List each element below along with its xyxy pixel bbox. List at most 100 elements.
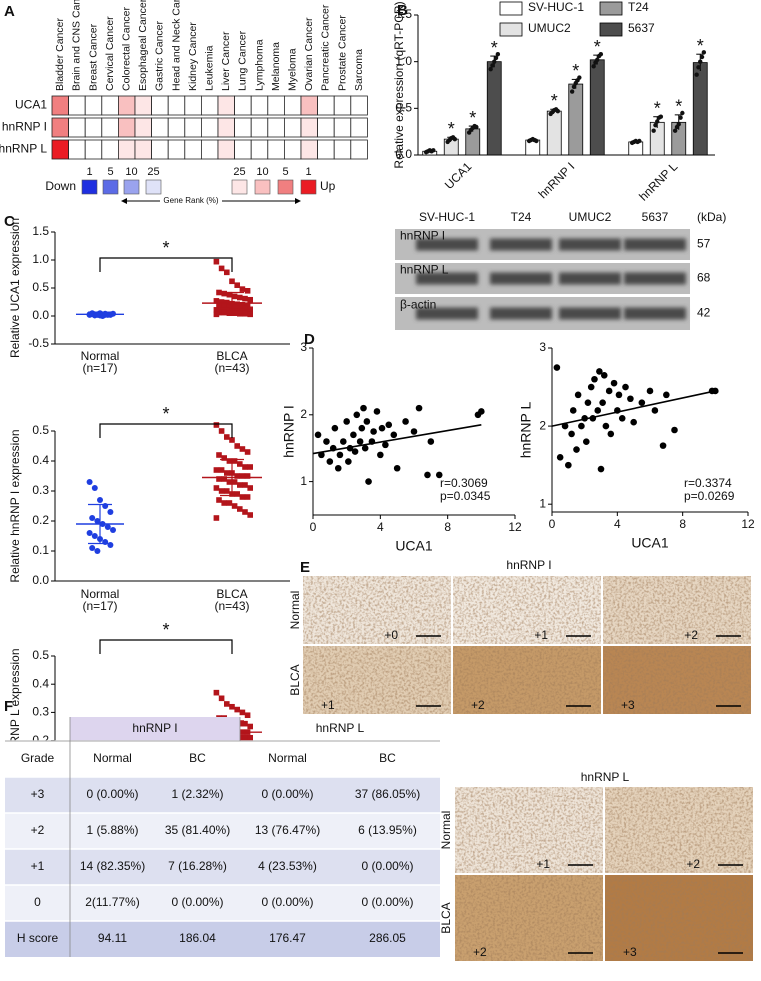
data-point — [587, 383, 595, 391]
data-point — [568, 430, 575, 438]
data-point — [94, 518, 101, 524]
significance-star: * — [162, 620, 169, 640]
fit-line — [312, 424, 482, 455]
table-cell: 94.11 — [98, 931, 127, 945]
data-point — [89, 515, 96, 521]
data-point — [224, 269, 230, 276]
column-header: Leukemia — [203, 45, 215, 91]
data-point — [247, 311, 253, 318]
data-point — [410, 428, 418, 435]
data-point — [229, 437, 235, 443]
table-cell: 37 (86.05%) — [355, 787, 420, 801]
data-point — [651, 407, 659, 414]
ihc-texture — [603, 646, 751, 714]
data-point — [239, 473, 246, 479]
data-point — [605, 387, 613, 395]
data-point — [213, 298, 220, 304]
heatmap-cell-empty — [151, 95, 169, 116]
heatmap-cell-empty — [101, 95, 119, 116]
y-tick-label: 2 — [539, 418, 546, 432]
x-tick-note: (n=17) — [82, 599, 117, 613]
table-row-bg — [5, 849, 440, 885]
data-point — [218, 265, 225, 272]
data-point — [229, 278, 235, 285]
data-point — [393, 464, 401, 472]
heatmap-cell-empty — [250, 139, 269, 160]
data-point — [237, 482, 243, 488]
replicate-point — [658, 114, 664, 119]
data-point — [663, 391, 670, 399]
blot-band — [416, 238, 478, 251]
data-point — [345, 458, 352, 465]
heatmap-cell-empty — [333, 117, 352, 138]
y-axis-label: Relative hnRNP I expression — [8, 429, 22, 582]
column-header: Lymphoma — [253, 39, 265, 91]
data-point — [565, 461, 572, 469]
data-point — [242, 295, 248, 302]
kda-label: 68 — [697, 271, 711, 285]
ihc-texture — [603, 576, 751, 644]
data-point — [573, 446, 580, 453]
y-tick-label: 3 — [300, 340, 307, 354]
blot-band — [559, 307, 621, 320]
data-point — [224, 434, 230, 440]
significance-star: * — [448, 119, 455, 139]
table-cell: H score — [17, 931, 59, 945]
table-group-header: hnRNP I — [132, 721, 177, 735]
data-point — [239, 446, 246, 452]
data-point — [424, 471, 431, 479]
x-tick-label: Normal — [81, 349, 120, 363]
heatmap-cell-empty — [200, 139, 219, 160]
replicate-point — [569, 89, 575, 94]
legend-label: SV-HUC-1 — [528, 0, 584, 14]
replicate-point — [678, 115, 683, 120]
data-point — [216, 303, 222, 309]
data-point — [390, 431, 398, 439]
ihc-texture — [453, 576, 601, 644]
ihc-texture — [455, 787, 603, 873]
column-header: Ovarian Cancer — [303, 17, 315, 91]
legend-label: 5637 — [628, 21, 655, 35]
y-tick-label: 0.5 — [32, 423, 49, 437]
data-point — [234, 301, 240, 308]
significance-bracket — [99, 639, 233, 654]
heatmap-cell-empty — [184, 117, 202, 138]
data-point — [231, 293, 238, 300]
stat-annotation: p=0.0345 — [440, 489, 491, 503]
row-label: UCA1 — [15, 98, 47, 112]
legend-swatch — [231, 179, 248, 195]
legend-rank: 10 — [256, 166, 268, 178]
data-point — [218, 467, 225, 473]
data-point — [602, 422, 610, 430]
x-tick-label: 12 — [508, 520, 522, 534]
data-point — [226, 458, 233, 464]
data-point — [91, 485, 98, 491]
table-cell: 14 (82.35%) — [80, 859, 145, 873]
data-point — [213, 515, 220, 521]
significance-bracket — [99, 257, 233, 272]
replicate-point — [534, 138, 539, 144]
table-cell: 4 (23.53%) — [258, 859, 317, 873]
legend-rank: 1 — [86, 166, 92, 178]
heatmap-cell — [134, 95, 153, 116]
replicate-point — [577, 75, 582, 80]
data-point — [615, 391, 623, 399]
data-point — [336, 451, 344, 459]
column-header: Gastric Cancer — [154, 20, 166, 91]
stat-annotation: r=0.3069 — [440, 476, 488, 490]
table-cell: 176.47 — [269, 931, 306, 945]
legend-swatch — [499, 22, 523, 37]
ihc-row-label: BLCA — [439, 902, 453, 933]
panel-label: F — [4, 698, 13, 715]
column-header: Lung Cancer — [237, 30, 249, 91]
ihc-grade: +3 — [621, 698, 635, 712]
x-tick-label: UCA1 — [442, 159, 475, 192]
x-axis-label: UCA1 — [395, 538, 433, 554]
y-tick-label: 0.4 — [32, 453, 49, 467]
heatmap-cell — [217, 139, 236, 160]
table-cell: +2 — [31, 823, 45, 837]
table-header-bg — [70, 717, 240, 741]
data-point — [221, 290, 227, 297]
ihc-grade: +2 — [473, 945, 487, 959]
